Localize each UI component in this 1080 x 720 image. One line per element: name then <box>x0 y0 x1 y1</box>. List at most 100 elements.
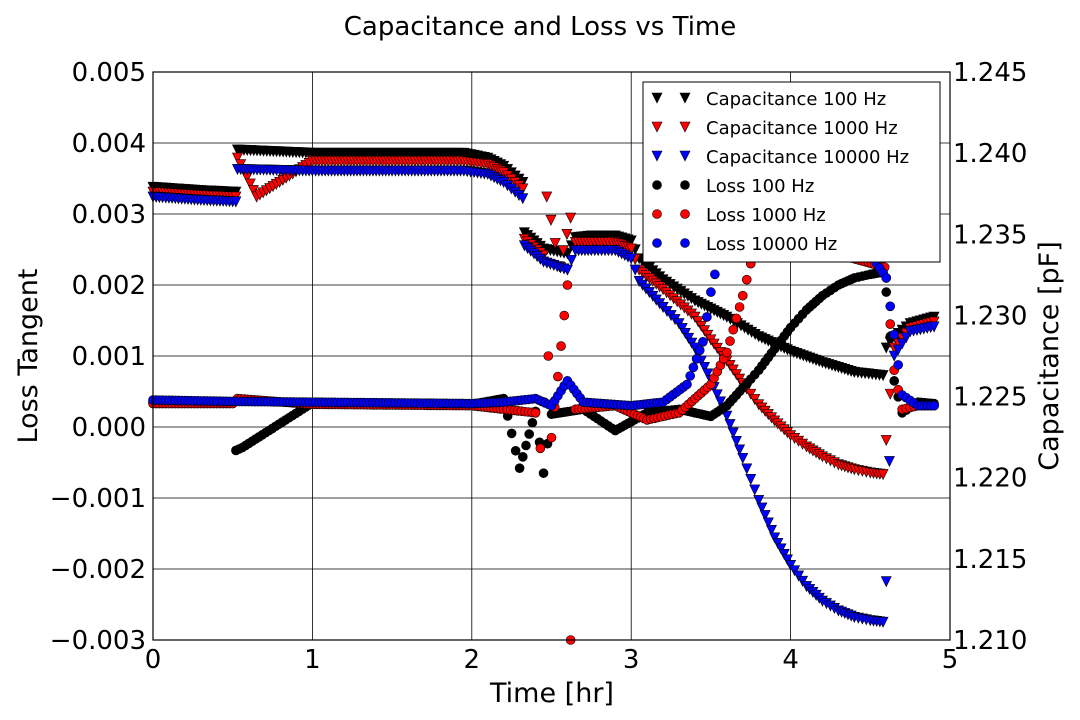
y-right-axis-ticks: 1.245 1.240 1.235 1.230 1.225 1.220 1.215 1.210 <box>953 58 1027 656</box>
capacitance-point <box>714 396 726 408</box>
legend: Capacitance 100 Hz Capacitance 1000 Hz Cap… <box>642 81 941 263</box>
capacitance-point <box>561 228 573 240</box>
y-right-tick-label: 1.240 <box>953 139 1027 169</box>
capacitance-point <box>896 338 908 350</box>
y-left-axis-ticks: 0.005 0.004 0.003 0.002 0.001 0.000 −0.001 −0.0… <box>50 58 146 656</box>
y-left-tick-label: −0.003 <box>50 626 146 656</box>
capacitance-point <box>753 495 765 507</box>
legend-marker <box>651 92 663 104</box>
capacitance-point <box>928 321 940 333</box>
legend-marker <box>680 238 690 248</box>
capacitance-point <box>625 253 637 265</box>
loss-point <box>725 336 735 346</box>
loss-point <box>728 324 739 335</box>
y-left-tick-label: −0.002 <box>50 555 146 585</box>
capacitance-point <box>625 235 637 247</box>
legend-label: Loss 100 Hz <box>706 176 814 197</box>
capacitance-point <box>877 616 889 628</box>
loss-point <box>731 313 742 324</box>
capacitance-point <box>231 152 243 164</box>
loss-point <box>885 319 896 329</box>
legend-marker <box>652 238 662 248</box>
legend-label: Loss 1000 Hz <box>706 205 826 226</box>
legend-marker <box>680 209 690 219</box>
capacitance-point <box>244 178 256 190</box>
chart-title: Capacitance and Loss vs Time <box>344 12 737 42</box>
y-right-tick-label: 1.225 <box>953 383 1027 413</box>
capacitance-point <box>724 419 736 431</box>
capacitance-point <box>557 245 569 257</box>
legend-marker <box>679 92 691 104</box>
capacitance-point <box>727 427 739 439</box>
capacitance-point <box>745 474 757 486</box>
loss-point <box>510 445 521 456</box>
x-tick-label: 2 <box>464 645 481 675</box>
capacitance-point <box>230 196 242 208</box>
capacitance-point <box>880 435 892 447</box>
legend-entry: Loss 1000 Hz <box>652 205 826 226</box>
y-right-tick-label: 1.215 <box>953 545 1027 575</box>
capacitance-point <box>877 370 889 382</box>
loss-point <box>530 407 541 418</box>
loss-point <box>702 312 712 322</box>
capacitance-point <box>711 389 723 401</box>
legend-marker <box>679 150 691 162</box>
loss-point <box>734 302 745 312</box>
x-tick-label: 5 <box>942 645 959 675</box>
legend-marker <box>679 121 691 133</box>
capacitance-point <box>772 537 784 549</box>
loss-point <box>685 371 695 381</box>
loss-point <box>553 371 563 382</box>
loss-point <box>524 429 534 439</box>
plot-frame <box>152 71 951 641</box>
loss-point <box>885 301 896 312</box>
y-left-tick-label: −0.001 <box>50 484 146 514</box>
series-2 <box>147 164 940 628</box>
capacitance-point <box>517 183 529 195</box>
legend-marker <box>652 209 662 219</box>
capacitance-point <box>888 350 900 362</box>
loss-point <box>506 428 517 439</box>
y-right-tick-label: 1.210 <box>953 626 1027 656</box>
loss-point <box>741 274 752 285</box>
capacitance-point <box>565 212 577 224</box>
loss-point <box>889 329 900 340</box>
legend-label: Capacitance 1000 Hz <box>706 118 898 139</box>
loss-point <box>889 376 900 386</box>
y-right-axis-label: Capacitance [pF] <box>1034 241 1065 470</box>
legend-entry: Loss 100 Hz <box>652 176 814 197</box>
loss-point <box>737 290 748 301</box>
legend-label: Loss 10000 Hz <box>706 234 837 255</box>
y-left-tick-label: 0.005 <box>72 58 146 88</box>
y-left-tick-label: 0.002 <box>72 271 146 301</box>
loss-point <box>682 379 692 390</box>
capacitance-point <box>880 576 892 588</box>
capacitance-point <box>699 362 711 374</box>
capacitance-point <box>741 463 753 475</box>
y-right-tick-label: 1.230 <box>953 301 1027 331</box>
legend-marker <box>652 180 662 190</box>
legend-box <box>642 81 941 263</box>
x-axis-ticks: 0 1 2 3 4 5 <box>145 645 959 675</box>
loss-point <box>881 287 892 297</box>
capacitance-point <box>877 469 889 481</box>
capacitance-point <box>749 484 761 496</box>
legend-entry: Loss 10000 Hz <box>652 234 837 255</box>
capacitance-point <box>549 238 561 250</box>
capacitance-point <box>765 524 777 536</box>
loss-point <box>543 351 554 361</box>
loss-point <box>527 417 538 428</box>
capacitance-point <box>517 193 529 205</box>
x-tick-label: 3 <box>623 645 640 675</box>
capacitance-point <box>730 436 742 448</box>
loss-point <box>893 360 903 370</box>
y-left-tick-label: 0.000 <box>72 413 146 443</box>
capacitance-point <box>892 344 904 356</box>
capacitance-point <box>775 543 787 555</box>
capacitance-point <box>769 532 781 544</box>
capacitance-point <box>565 254 577 266</box>
loss-point <box>691 354 702 364</box>
capacitance-point <box>883 456 895 468</box>
loss-point <box>698 336 708 347</box>
